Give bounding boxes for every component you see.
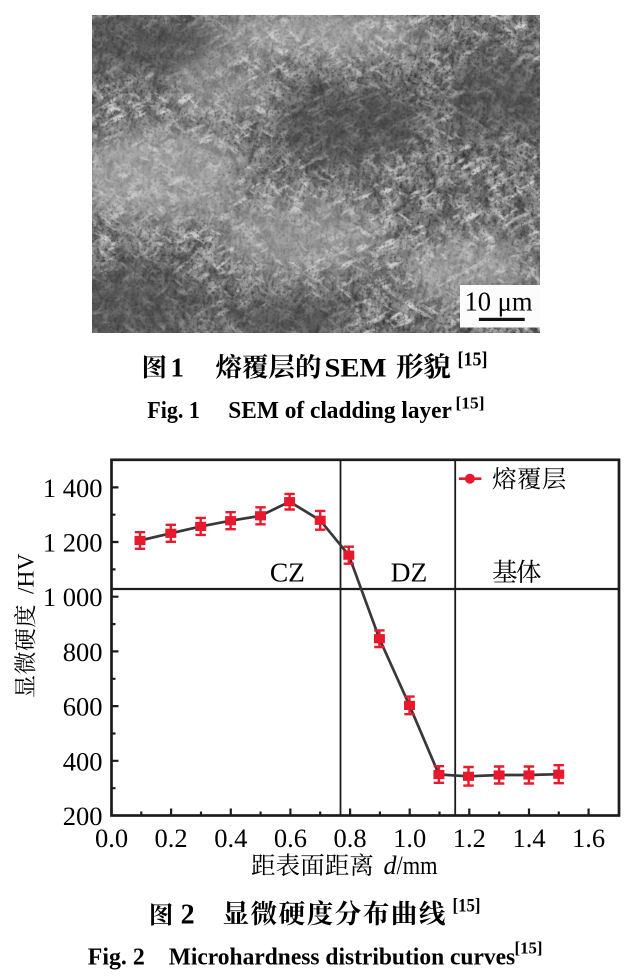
svg-text:d: d — [384, 851, 398, 880]
svg-text:1.0: 1.0 — [393, 823, 426, 853]
svg-text:CZ: CZ — [270, 556, 305, 587]
svg-text:1.2: 1.2 — [453, 823, 486, 853]
svg-text:Fig. 1: Fig. 1 — [147, 397, 200, 424]
svg-text:SEM of cladding layer: SEM of cladding layer — [228, 397, 452, 424]
svg-text:800: 800 — [63, 637, 103, 667]
svg-text:400: 400 — [63, 746, 103, 776]
svg-text:0.6: 0.6 — [274, 823, 307, 853]
svg-text:1.4: 1.4 — [512, 823, 545, 853]
svg-text:0.4: 0.4 — [214, 823, 247, 853]
svg-text:0.0: 0.0 — [95, 823, 128, 853]
svg-text:0.8: 0.8 — [334, 823, 367, 853]
svg-text:/HV: /HV — [14, 554, 40, 595]
svg-text:1: 1 — [171, 352, 185, 382]
svg-text:[15]: [15] — [453, 896, 481, 917]
svg-text:1.6: 1.6 — [572, 823, 605, 853]
svg-text:Microhardness distribution cur: Microhardness distribution curves — [169, 943, 516, 970]
svg-text:Fig. 2: Fig. 2 — [88, 943, 145, 970]
svg-text:1 400: 1 400 — [43, 473, 103, 503]
svg-text:1 200: 1 200 — [43, 528, 103, 558]
svg-text:[15]: [15] — [458, 349, 488, 371]
svg-text:1 000: 1 000 — [43, 582, 103, 612]
svg-text:10 μm: 10 μm — [465, 286, 533, 316]
svg-text:/mm: /mm — [397, 851, 438, 880]
svg-text:200: 200 — [63, 801, 103, 831]
svg-text:600: 600 — [63, 692, 103, 722]
svg-text:DZ: DZ — [391, 556, 428, 587]
svg-text:2: 2 — [181, 900, 195, 931]
svg-text:SEM: SEM — [325, 353, 387, 382]
svg-text:[15]: [15] — [515, 939, 543, 958]
svg-text:[15]: [15] — [456, 394, 485, 413]
svg-text:0.2: 0.2 — [155, 823, 188, 853]
